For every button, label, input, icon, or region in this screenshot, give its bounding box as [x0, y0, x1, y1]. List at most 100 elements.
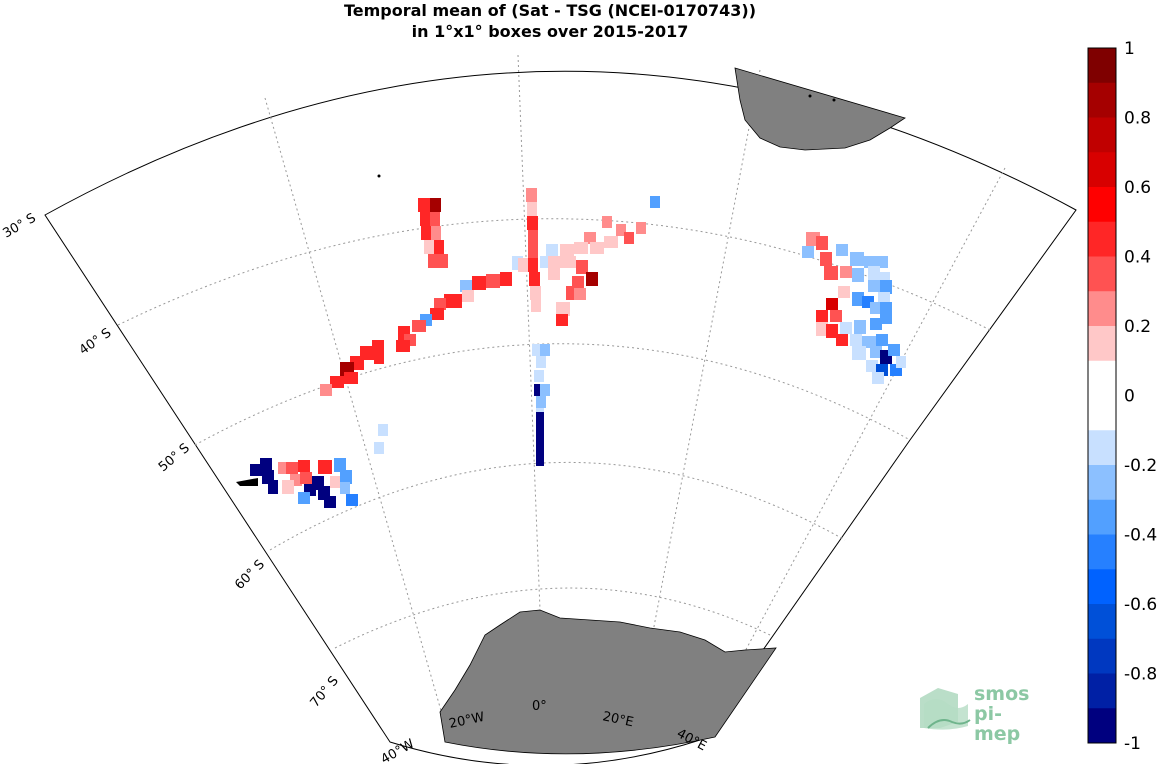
data-cell: [340, 470, 352, 484]
colorbar-segment: [1088, 395, 1116, 431]
data-cell: [536, 356, 546, 368]
colorbar-segment: [1088, 708, 1116, 744]
data-cell: [344, 372, 358, 384]
colorbar-tick-label: -0.6: [1124, 595, 1157, 615]
data-cell: [888, 344, 900, 356]
colorbar-segment: [1088, 82, 1116, 118]
data-cell: [536, 412, 544, 466]
data-cell: [396, 340, 410, 352]
data-cell: [838, 286, 850, 298]
data-cell: [528, 244, 538, 258]
data-cell: [868, 266, 880, 280]
data-cell: [852, 268, 864, 282]
data-cell: [528, 230, 538, 244]
map-title: Temporal mean of (Sat - TSG (NCEI-017074…: [0, 0, 1100, 42]
data-cell: [836, 334, 848, 346]
data-cell: [512, 256, 523, 270]
title-line-1: Temporal mean of (Sat - TSG (NCEI-017074…: [343, 1, 757, 20]
data-cell: [268, 480, 278, 494]
data-cell: [374, 442, 384, 454]
colorbar-tick-label: -0.4: [1124, 526, 1157, 546]
data-cell: [540, 344, 550, 356]
colorbar-tick-label: -0.2: [1124, 456, 1157, 476]
data-cell: [820, 252, 832, 266]
colorbar-ticks: 1 0.8 0.6 0.4 0.2 0 -0.2 -0.4 -0.6 -0.8 -1: [1124, 39, 1157, 754]
smos-pimep-logo: smos pi-mep: [918, 682, 1048, 744]
data-cell: [574, 242, 588, 254]
data-cell: [260, 458, 272, 470]
lon-label-20w: 20°W: [448, 710, 486, 732]
colorbar-segment: [1088, 152, 1116, 188]
data-cell: [298, 492, 310, 504]
data-cell: [334, 458, 346, 472]
colorbar-segment: [1088, 48, 1116, 84]
data-cell: [374, 352, 384, 364]
data-cell: [548, 268, 560, 280]
data-cell: [536, 396, 546, 408]
data-cell: [880, 310, 892, 324]
data-cell: [534, 370, 544, 382]
data-cell: [816, 236, 828, 250]
data-cell: [802, 246, 814, 258]
data-cell: [528, 258, 538, 272]
data-cell: [862, 336, 876, 348]
colorbar-segment: [1088, 360, 1116, 396]
data-cell: [418, 198, 430, 212]
data-cell: [624, 232, 634, 244]
data-cell: [896, 356, 906, 368]
title-line-2: in 1°x1° boxes over 2015-2017: [411, 22, 689, 41]
data-cell: [531, 300, 541, 312]
data-cell: [854, 320, 866, 334]
data-cell: [430, 308, 444, 320]
data-cell: [872, 372, 884, 384]
colorbar-segment: [1088, 569, 1116, 605]
colorbar-segment: [1088, 604, 1116, 640]
colorbar-tick-label: 0.8: [1124, 109, 1151, 129]
data-cell: [421, 226, 431, 240]
colorbar-tick-label: 0.6: [1124, 178, 1151, 198]
colorbar-segment: [1088, 187, 1116, 223]
data-cell: [529, 272, 540, 286]
data-cell: [878, 292, 890, 304]
data-cell: [584, 232, 596, 244]
data-cell: [870, 318, 882, 330]
data-cell: [250, 464, 262, 476]
data-cell: [852, 346, 866, 360]
data-cell: [282, 480, 294, 494]
data-cell: [836, 244, 848, 256]
data-cell: [420, 212, 430, 226]
data-cell: [852, 292, 864, 306]
data-cell: [378, 424, 388, 436]
data-cell: [546, 244, 558, 256]
island-marker: [832, 98, 836, 102]
lat-label-50s: 50° S: [156, 441, 193, 475]
island-marker: [808, 94, 812, 98]
data-cell: [430, 198, 441, 212]
data-cell: [562, 256, 576, 268]
colorbar-segment: [1088, 326, 1116, 362]
data-cell: [540, 384, 550, 396]
colorbar-segment: [1088, 221, 1116, 257]
latitude-gridlines: [117, 218, 991, 649]
data-cell: [486, 274, 500, 288]
data-cell: [556, 314, 568, 326]
data-cell: [430, 212, 440, 226]
data-cell: [534, 384, 544, 396]
data-cell: [556, 302, 570, 316]
data-cell: [866, 360, 878, 372]
data-cell: [300, 472, 312, 484]
data-cell: [548, 256, 562, 268]
colorbar-segment: [1088, 117, 1116, 153]
falkland-islands: [236, 478, 258, 486]
colorbar-frame: [1087, 47, 1117, 744]
logo-mark-icon: [920, 688, 971, 730]
data-cell: [830, 310, 842, 322]
data-cell: [576, 260, 588, 274]
data-cell: [444, 294, 462, 308]
data-cell: [840, 266, 852, 278]
colorbar-tick-label: 1: [1124, 39, 1135, 59]
logo-text-pimep: pi-mep: [974, 703, 1021, 745]
colorbar-segment: [1088, 291, 1116, 327]
data-cell: [572, 276, 584, 288]
